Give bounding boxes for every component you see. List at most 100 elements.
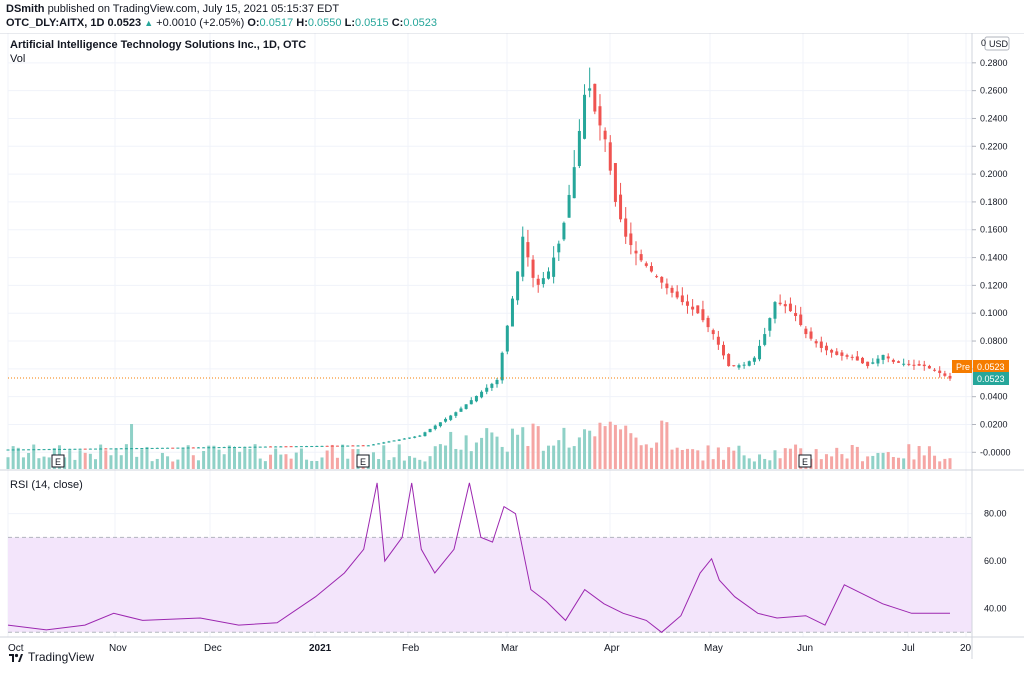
volume-bar: [603, 426, 607, 469]
volume-bar: [691, 449, 695, 469]
volume-bars: [6, 420, 952, 469]
currency-badge[interactable]: [984, 36, 1010, 51]
volume-bar: [99, 444, 103, 469]
x-tick-label: May: [704, 643, 723, 654]
volume-bar: [474, 442, 478, 469]
candle-body: [830, 349, 834, 353]
volume-bar: [747, 458, 751, 469]
candle-body: [166, 447, 170, 449]
volume-bar: [269, 454, 273, 469]
y-tick-label: 0.2000: [980, 169, 1008, 179]
candle-body: [186, 447, 190, 449]
low-label: L:: [344, 17, 355, 29]
candle-body: [258, 446, 262, 448]
volume-bar: [495, 436, 499, 469]
volume-bar: [922, 455, 926, 469]
volume-bar: [263, 461, 267, 469]
candle-body: [876, 358, 880, 364]
candle-body: [701, 309, 705, 321]
tradingview-icon: [9, 653, 23, 662]
volume-bar: [886, 451, 890, 469]
candle-body: [763, 334, 767, 345]
volume-bar: [42, 456, 46, 469]
earnings-marker: [356, 454, 370, 468]
volume-bar: [171, 461, 175, 469]
volume-bar: [794, 444, 798, 469]
candle-body: [73, 448, 77, 450]
candle-body: [819, 341, 823, 348]
pre-tag: [952, 360, 972, 373]
author-name[interactable]: DSmith: [6, 3, 45, 15]
volume-bar: [850, 444, 854, 469]
candle-body: [83, 448, 87, 450]
volume-bar: [37, 458, 41, 469]
volume-bar: [330, 444, 334, 469]
volume-bar: [346, 458, 350, 469]
last-price-text: 0.0523: [977, 374, 1005, 384]
volume-bar: [562, 427, 566, 469]
volume-bar: [516, 434, 520, 469]
volume-bar: [408, 456, 412, 469]
candle-body: [531, 259, 535, 278]
volume-bar: [788, 448, 792, 469]
volume-bar: [577, 437, 581, 469]
volume-bar: [119, 455, 123, 469]
candle-body: [732, 365, 736, 367]
volume-bar: [160, 452, 164, 469]
candle-body: [27, 449, 31, 451]
candlesticks: [6, 67, 952, 451]
volume-bar: [629, 433, 633, 469]
candle-body: [886, 356, 890, 359]
candle-body: [305, 446, 309, 448]
candle-body: [685, 301, 689, 306]
candle-body: [6, 449, 10, 451]
candle-body: [855, 356, 859, 361]
candle-body: [444, 418, 448, 422]
earnings-marker-text: E: [55, 457, 61, 467]
candle-body: [593, 83, 597, 112]
rsi-tick-label: 60.00: [984, 556, 1007, 566]
volume-bar: [243, 447, 247, 469]
tradingview-logo[interactable]: TradingView: [8, 650, 94, 664]
volume-bar: [541, 450, 545, 469]
candle-body: [408, 437, 412, 439]
candle-body: [248, 446, 252, 448]
candle-body: [78, 448, 82, 450]
volume-bar: [685, 448, 689, 469]
chart-frame[interactable]: 0.2800 0.2600 0.2400 0.2200 0.2000 0.1800 0.16…: [0, 32, 1024, 669]
volume-bar: [310, 460, 314, 469]
candle-body: [495, 379, 499, 385]
volume-bar: [232, 446, 236, 469]
candle-body: [773, 302, 777, 319]
candle-body: [758, 345, 762, 360]
volume-bar: [814, 449, 818, 469]
candle-body: [814, 341, 818, 344]
volume-bar: [88, 453, 92, 469]
candle-body: [562, 222, 566, 240]
volume-bar: [145, 446, 149, 469]
candle-body: [469, 400, 473, 405]
candle-body: [196, 447, 200, 449]
volume-bar: [572, 446, 576, 469]
candle-body: [541, 278, 545, 285]
volume-bar: [397, 444, 401, 469]
volume-bar: [140, 449, 144, 469]
chart-svg[interactable]: 0.2800 0.2600 0.2400 0.2200 0.2000 0.1800 0.16…: [0, 32, 1024, 669]
candle-body: [675, 291, 679, 298]
candle-body: [629, 233, 633, 246]
volume-bar: [588, 430, 592, 469]
candle-body: [47, 449, 51, 451]
candle-body: [536, 278, 540, 285]
candle-body: [768, 318, 772, 331]
candle-body: [119, 448, 123, 450]
volume-bar: [732, 450, 736, 469]
candle-body: [181, 447, 185, 449]
volume-bar: [716, 447, 720, 469]
currency-badge-text: USD: [989, 39, 1009, 49]
volume-bar: [737, 445, 741, 469]
x-tick-label: Oct: [8, 643, 24, 654]
earnings-marker: [51, 454, 65, 468]
publisher-line: DSmith published on TradingView.com, Jul…: [6, 2, 339, 16]
pre-tag-text: Pre: [956, 362, 970, 372]
symbol-name: OTC_DLY:AITX, 1D: [6, 17, 105, 29]
